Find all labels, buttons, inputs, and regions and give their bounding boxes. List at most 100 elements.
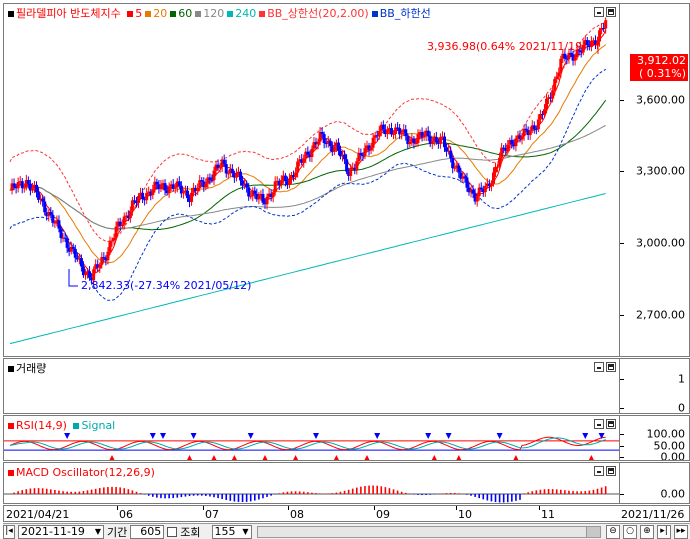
bb-upper-line: [9, 21, 606, 243]
candle-body: [239, 171, 243, 181]
zoom-in-icon[interactable]: ⊕: [640, 524, 654, 539]
macd-bar: [98, 488, 101, 494]
candle-body: [367, 145, 371, 151]
legend-square-icon: [8, 423, 14, 429]
candle-body: [14, 186, 18, 189]
candle-body: [536, 119, 540, 130]
ma-20-line: [9, 44, 607, 264]
candle-body: [467, 187, 471, 193]
period-input[interactable]: 605: [130, 524, 165, 539]
candle-body: [73, 248, 77, 258]
candle-body: [275, 180, 279, 182]
macd-bar: [511, 494, 513, 502]
zoom-out-icon[interactable]: ⊖: [606, 524, 620, 539]
candle-body: [130, 200, 134, 211]
macd-bar: [50, 489, 52, 494]
candle-body: [210, 179, 214, 181]
scroll-end-icon[interactable]: ▸▸: [674, 524, 688, 539]
candle-body: [45, 212, 49, 217]
scrollbar-track[interactable]: [256, 525, 601, 538]
macd-bar: [25, 489, 28, 494]
x-tick-label: 2021/04/21: [6, 508, 70, 521]
candle-body: [491, 172, 495, 184]
pane-window-buttons: [594, 7, 616, 17]
minimize-icon[interactable]: [594, 7, 604, 17]
price-chart-pane[interactable]: 필라델피아 반도체지수 5 20 60 120 240 BB_상한선(20,2.00) BB…: [3, 3, 620, 357]
rsi-pane[interactable]: RSI(14,9) Signal: [3, 415, 620, 461]
macd-pane[interactable]: MACD Oscillator(12,26,9): [3, 462, 620, 504]
minimize-icon[interactable]: [594, 419, 604, 429]
scroll-left-icon[interactable]: |◂: [3, 524, 15, 539]
volume-pane[interactable]: 거래량: [3, 358, 620, 414]
ma-legend-list: 5 20 60 120 240 BB_상한선(20,2.00) BB_하한선: [124, 7, 431, 20]
zoom-reset-icon[interactable]: ○: [623, 524, 637, 539]
candle-body: [487, 183, 491, 187]
macd-bar: [539, 489, 542, 494]
candle-body: [396, 127, 400, 129]
minimize-icon[interactable]: [594, 362, 604, 372]
candle-body: [104, 257, 108, 261]
instrument-title: 필라델피아 반도체지수: [16, 7, 121, 20]
lookup-checkbox-icon[interactable]: [167, 526, 178, 537]
macd-bar: [523, 493, 525, 494]
rsi-chart-canvas[interactable]: [4, 416, 620, 461]
candle-body: [163, 183, 167, 191]
date-field[interactable]: 2021-11-19 ▼: [18, 524, 104, 539]
price-chart-canvas[interactable]: [4, 4, 620, 357]
candle-body: [557, 72, 561, 77]
candle-body: [387, 128, 391, 130]
macd-bar: [188, 494, 191, 497]
macd-bar: [576, 491, 578, 494]
scrollbar-thumb[interactable]: [586, 526, 600, 537]
maximize-icon[interactable]: [606, 362, 616, 372]
volume-title: 거래량: [16, 362, 47, 375]
candle-body: [194, 187, 198, 191]
buy-signal-arrow: [293, 455, 299, 460]
candle-body: [63, 237, 67, 239]
y-tick-label: 0.00: [660, 487, 686, 501]
macd-bar: [41, 488, 44, 494]
candle-body: [414, 142, 418, 144]
candle-body: [236, 171, 240, 174]
macd-bar: [168, 494, 170, 499]
candle-body: [591, 40, 595, 42]
macd-bar: [494, 494, 497, 503]
candle-body: [453, 167, 457, 169]
scroll-right-icon[interactable]: ▸|: [657, 524, 671, 539]
candle-body: [596, 41, 600, 46]
lookup-input[interactable]: 155 ▼: [211, 524, 252, 539]
macd-bar: [17, 491, 19, 494]
candle-body: [465, 177, 469, 188]
maximize-icon[interactable]: [606, 7, 616, 17]
macd-bar: [421, 494, 423, 496]
candle-body: [577, 49, 581, 51]
candle-body: [265, 196, 269, 205]
candle-body: [118, 221, 122, 226]
buy-signal-arrow: [187, 455, 193, 460]
candle-body: [526, 130, 530, 136]
macd-bar: [396, 490, 399, 494]
minimize-icon[interactable]: [594, 466, 604, 476]
macd-bar: [262, 494, 264, 499]
macd-bar: [392, 489, 395, 494]
maximize-icon[interactable]: [606, 466, 616, 476]
rsi-line: [9, 436, 606, 451]
macd-bar: [172, 494, 174, 499]
candle-body: [28, 183, 32, 191]
macd-bar: [376, 485, 378, 494]
x-tick-label: 09: [376, 508, 390, 521]
candle-body: [404, 129, 408, 137]
candle-body: [310, 148, 314, 158]
candle-body: [469, 189, 473, 193]
maximize-icon[interactable]: [606, 419, 616, 429]
macd-chart-canvas[interactable]: [4, 463, 620, 504]
macd-bar: [555, 489, 558, 494]
candle-body: [306, 151, 310, 155]
macd-bar: [400, 491, 403, 494]
x-axis: 2021/04/21 06 07 08 09 10 11 2021/11/26: [3, 505, 690, 522]
sell-signal-arrow: [190, 433, 197, 439]
y-tick-mark: [620, 457, 624, 458]
candle-body: [567, 52, 571, 60]
candle-body: [124, 215, 128, 217]
candle-body: [92, 269, 96, 281]
